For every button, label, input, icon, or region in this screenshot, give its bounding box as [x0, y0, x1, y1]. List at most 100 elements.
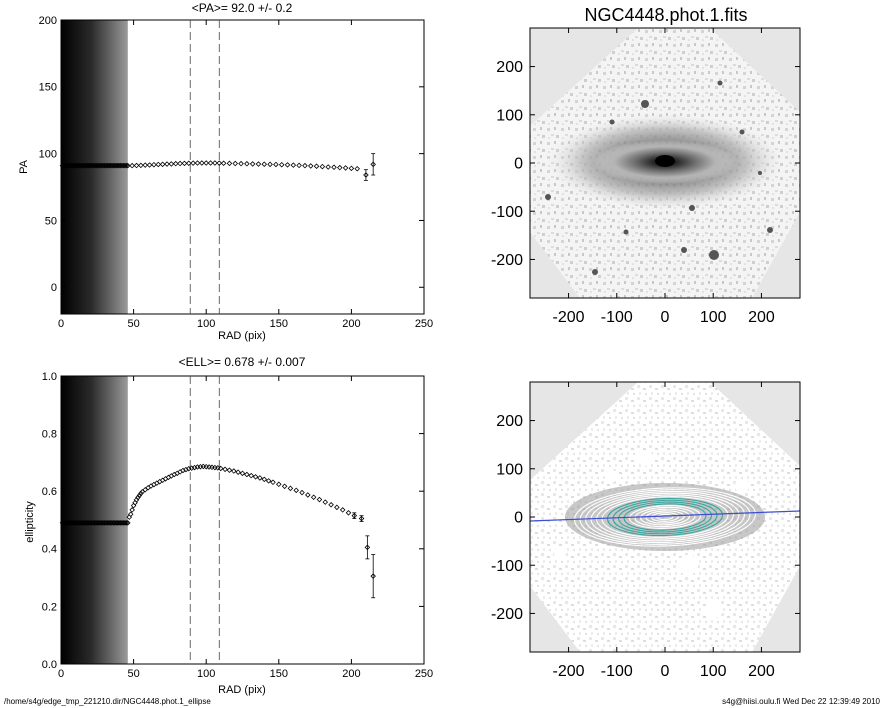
data-point [284, 162, 291, 168]
y-tick-label: 100 [496, 461, 523, 478]
isophote-ellipse [595, 494, 735, 540]
data-point [331, 164, 337, 171]
isophote-ellipse [623, 503, 707, 531]
x-tick-label: 100 [197, 668, 215, 680]
x-tick-label: 200 [342, 318, 360, 330]
data-point [249, 161, 256, 167]
data-point [296, 162, 302, 169]
data-point [194, 160, 201, 166]
isophote-image-panel: -200 -100 0 100 200 -200 -100 0 100 200 [491, 381, 801, 680]
data-point [345, 510, 352, 516]
data-point [305, 492, 311, 498]
x-tick-label: -100 [601, 663, 633, 680]
data-point [216, 160, 223, 166]
data-point [127, 511, 134, 518]
data-point [220, 160, 227, 167]
data-point [273, 161, 279, 168]
data-point [168, 161, 175, 167]
x-tick-label: 0 [58, 668, 64, 680]
data-point [180, 467, 186, 474]
data-point [186, 465, 192, 472]
y-tick-label: 100 [496, 107, 523, 124]
data-point [319, 163, 326, 170]
data-point [316, 496, 323, 503]
data-point [307, 163, 314, 169]
pa-data-points [59, 153, 376, 181]
y-tick-label: -100 [491, 204, 523, 221]
y-tick-label: 0.4 [42, 544, 57, 556]
y-tick-label: 0 [51, 282, 57, 294]
isophote-ellipse [606, 497, 724, 537]
x-tick-label: 100 [700, 309, 727, 326]
y-tick-label: 0 [514, 510, 523, 527]
data-point [125, 162, 131, 169]
data-point [232, 160, 239, 167]
ellipticity-data-points [59, 463, 376, 599]
data-point [248, 472, 254, 479]
isophote-contours [565, 483, 765, 551]
data-point [231, 468, 237, 474]
data-point [154, 480, 160, 486]
y-tick-label: 150 [39, 82, 57, 94]
isophote-ellipse [601, 496, 729, 538]
data-point [132, 499, 138, 506]
data-point [278, 161, 285, 168]
x-tick-label: -100 [601, 309, 633, 326]
pa-x-axis-label: RAD (pix) [218, 330, 266, 342]
data-point [129, 507, 135, 513]
x-tick-label: 100 [197, 318, 215, 330]
isophote-ellipse [573, 487, 757, 547]
data-point [190, 160, 196, 166]
data-point [364, 544, 371, 551]
data-point [290, 162, 297, 168]
data-point [370, 161, 376, 168]
y-tick-label: 200 [496, 59, 523, 76]
x-tick-label: 0 [661, 309, 670, 326]
isophote-ellipse [579, 489, 751, 545]
isophote-ellipse [617, 501, 713, 533]
data-point [172, 160, 179, 167]
data-point [339, 507, 346, 513]
data-point [351, 512, 358, 519]
data-point [342, 165, 349, 171]
x-tick-label: 200 [342, 668, 360, 680]
galaxy-image-title: NGC4448.phot.1.fits [584, 5, 747, 25]
pa-direction-line [529, 510, 801, 522]
data-point [358, 515, 365, 522]
isophote-ellipse [639, 508, 691, 526]
ellipticity-y-axis-label: ellipticity [24, 501, 36, 543]
y-tick-label: 100 [39, 148, 57, 160]
data-point [186, 160, 192, 167]
data-point [334, 504, 340, 511]
pa-reference-lines [189, 20, 220, 314]
y-tick-label: 0 [514, 156, 523, 173]
isophote-ellipse [590, 492, 740, 542]
x-tick-label: 150 [270, 668, 288, 680]
ellipticity-x-axis: 0 50 100 150 200 250 [58, 376, 433, 680]
isophote-ellipse [628, 505, 702, 529]
isophote-ellipse [656, 513, 674, 521]
data-point [299, 489, 305, 496]
x-tick-label: 50 [127, 318, 139, 330]
isophote-ellipse [645, 510, 685, 524]
data-point [348, 165, 355, 172]
ellipticity-profile-panel: <ELL>= 0.678 +/- 0.007 0 50 100 150 200 250 0… [24, 355, 433, 696]
isophote-ellipse [650, 512, 680, 522]
data-point [293, 487, 299, 494]
data-point [123, 162, 130, 169]
data-point [129, 162, 135, 169]
data-point [177, 469, 183, 475]
data-point [261, 476, 268, 483]
y-tick-label: 50 [45, 215, 57, 227]
galaxy-image-y-axis: -200 -100 0 100 200 [491, 59, 800, 269]
x-tick-label: 250 [415, 668, 433, 680]
data-point [168, 473, 175, 479]
data-point [133, 497, 140, 503]
data-point [257, 475, 263, 481]
galaxy-image-panel: NGC4448.phot.1.fits -200 -100 0 100 200 -200… [491, 5, 801, 326]
x-tick-label: 0 [661, 663, 670, 680]
data-point [265, 478, 272, 484]
data-point [148, 483, 154, 489]
data-point [159, 477, 166, 484]
data-point [130, 502, 137, 509]
